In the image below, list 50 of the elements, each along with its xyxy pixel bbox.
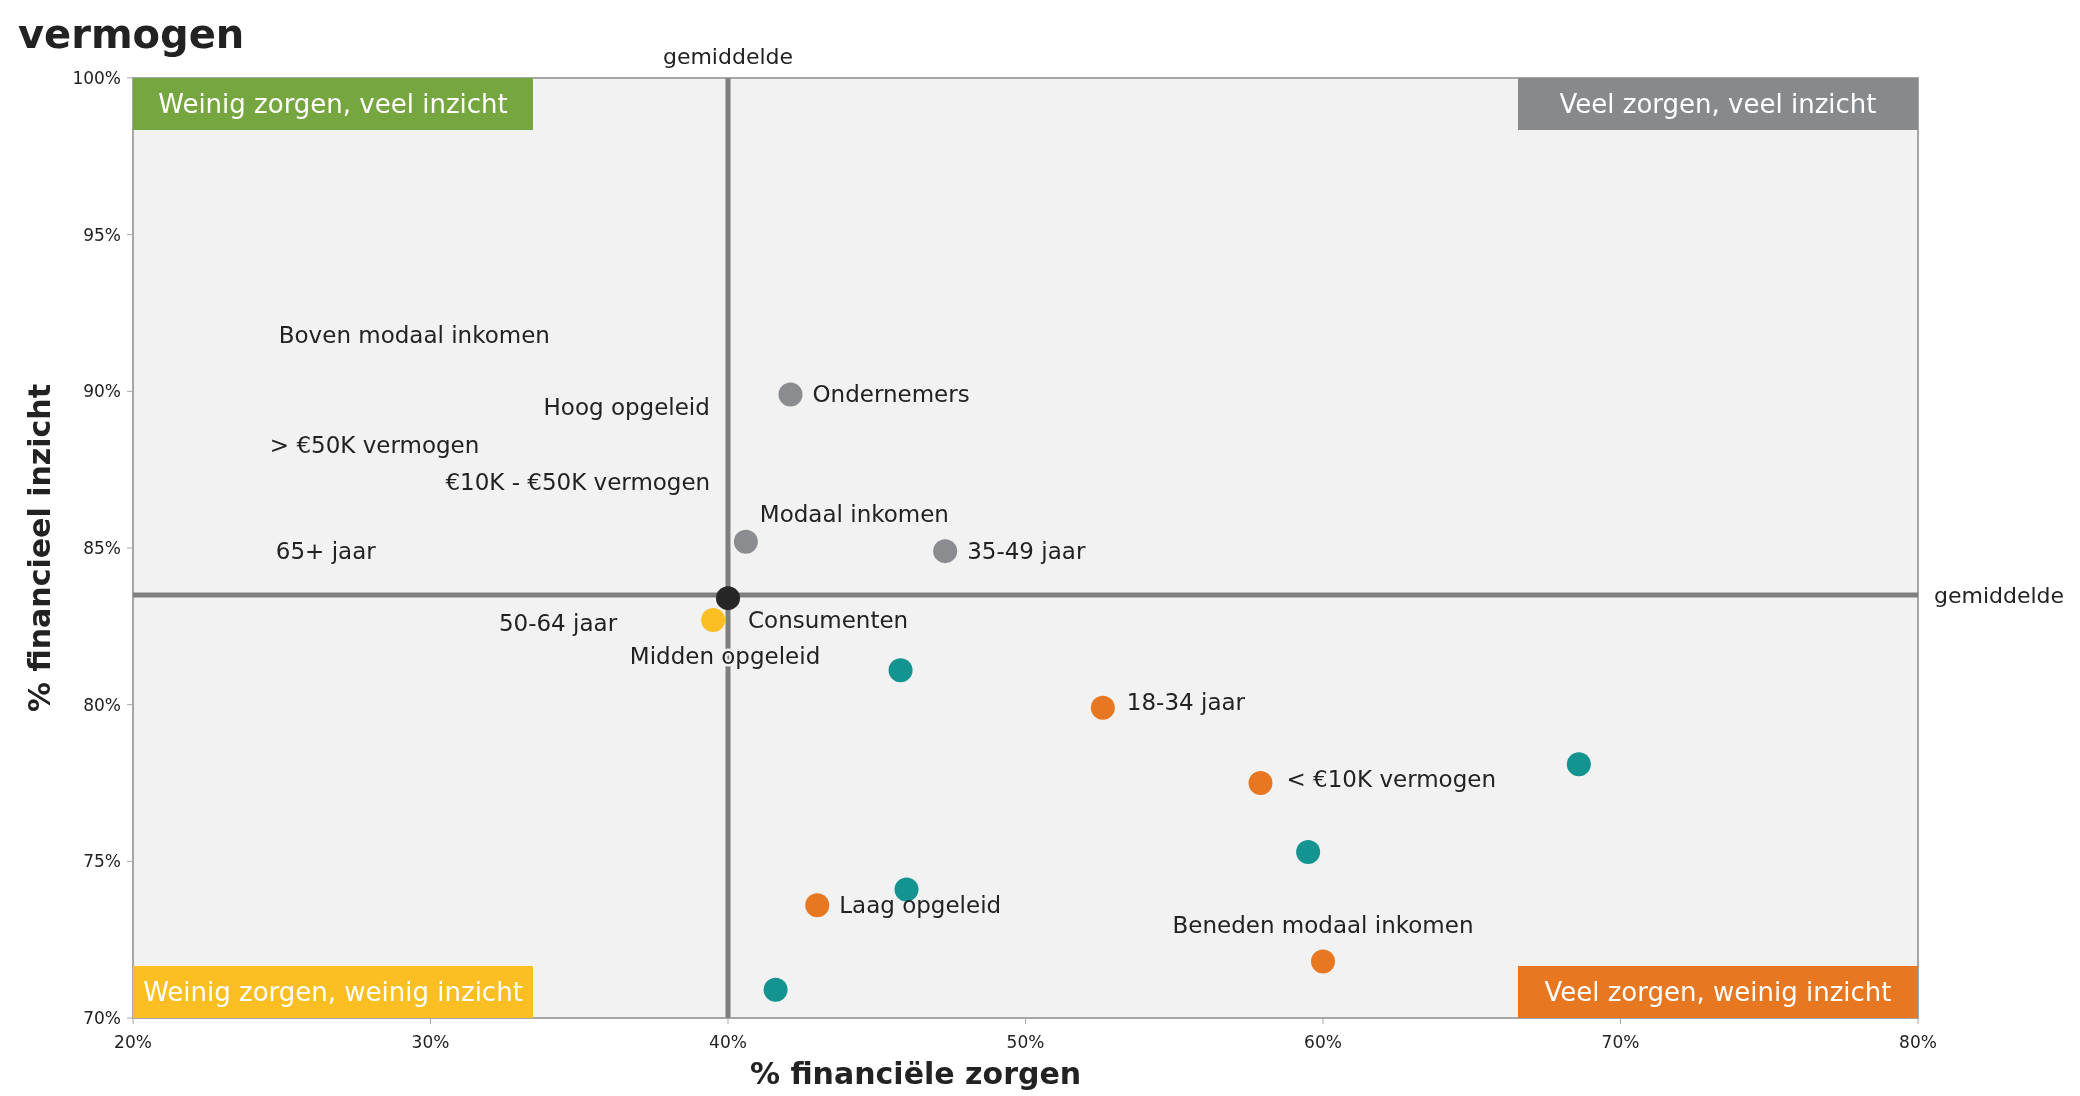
annotation: 18-34 jaar (1126, 688, 1246, 715)
annotation: 35-49 jaar (967, 538, 1086, 565)
annotation: Consumenten (748, 607, 909, 634)
annotation: 50-64 jaar (498, 610, 618, 637)
y-axis-title: % financieel inzicht (22, 383, 57, 713)
annotation: Weinig zorgen, veel inzicht (158, 89, 508, 119)
point (1566, 752, 1591, 777)
point (778, 382, 803, 407)
annotation: Hoog opgeleid (543, 394, 710, 420)
annotation: Weinig zorgen, weinig inzicht (143, 977, 523, 1007)
annotation: €10K - €50K vermogen (445, 469, 711, 496)
point (805, 893, 830, 918)
annotation: Beneden modaal inkomen (1172, 911, 1474, 938)
point (888, 658, 913, 683)
point (733, 529, 758, 554)
point (763, 977, 788, 1002)
x-tick-label: 50% (1006, 1032, 1045, 1052)
chart-title: vermogen (18, 11, 245, 57)
y-tick-label: 85% (83, 538, 121, 558)
point (1311, 949, 1335, 974)
x-axis-title: % financiële zorgen (749, 1056, 1082, 1091)
point (1248, 771, 1273, 795)
ref-line-label: gemiddelde (1934, 582, 2065, 608)
annotation: Modaal inkomen (759, 500, 949, 527)
y-tick-label: 95% (83, 224, 121, 245)
annotation: > €50K vermogen (269, 431, 480, 458)
point (933, 539, 958, 564)
annotation: Ondernemers (812, 381, 970, 408)
x-tick-label: 20% (114, 1032, 152, 1052)
y-tick-label: 90% (83, 381, 121, 402)
x-tick-label: 80% (1899, 1032, 1937, 1052)
annotation: Veel zorgen, weinig inzicht (1544, 977, 1892, 1007)
annotation: 65+ jaar (275, 538, 377, 565)
y-tick-label: 100% (72, 68, 121, 88)
annotation: Laag opgeleid (839, 892, 1002, 919)
y-tick-label: 75% (83, 851, 121, 872)
annotation: Boven modaal inkomen (278, 321, 550, 348)
point (1090, 695, 1115, 720)
annotation: Veel zorgen, veel inzicht (1559, 89, 1877, 119)
y-tick-label: 80% (83, 694, 121, 715)
x-tick-label: 40% (709, 1032, 747, 1052)
point (701, 608, 726, 633)
x-tick-label: 30% (411, 1032, 450, 1052)
annotation: < €10K vermogen (1286, 766, 1497, 792)
point (716, 586, 740, 611)
ref-line-label: gemiddelde (662, 44, 794, 69)
x-tick-label: 70% (1601, 1032, 1640, 1052)
y-tick-label: 70% (83, 1008, 121, 1028)
x-tick-label: 60% (1304, 1032, 1342, 1052)
point (1296, 839, 1321, 864)
